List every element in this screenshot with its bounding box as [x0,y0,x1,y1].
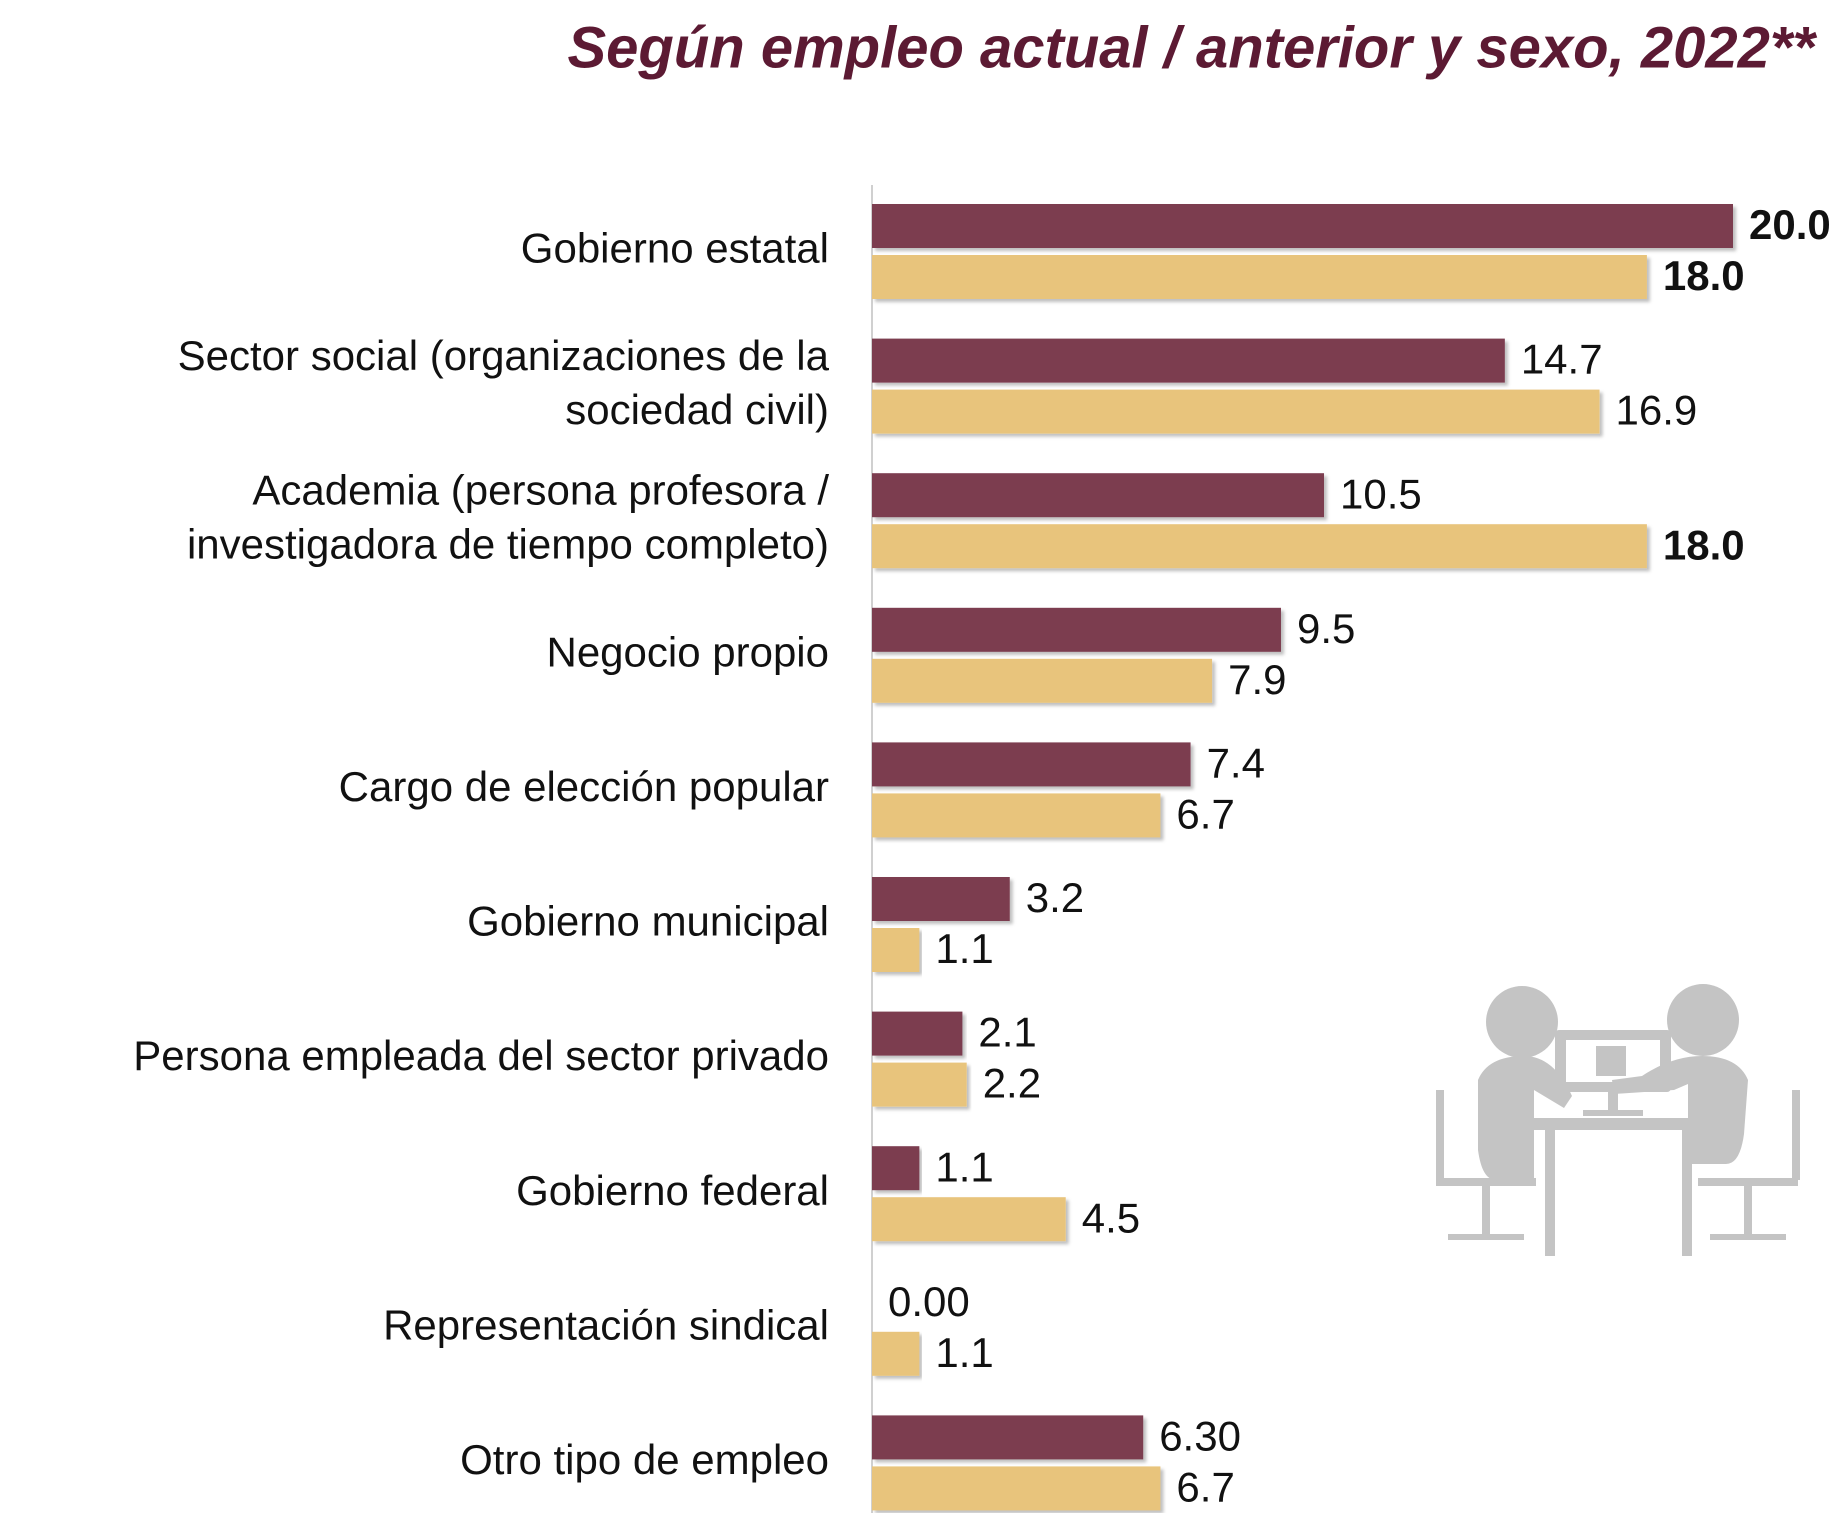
value-label: 16.9 [1616,387,1698,434]
bar [872,1062,967,1107]
bar [872,607,1281,652]
value-label: 20.0 [1749,201,1831,248]
bar [872,1146,920,1191]
value-label: 14.7 [1521,336,1603,383]
category-label: Gobierno estatal [521,225,829,272]
bar [872,742,1191,787]
value-label: 9.5 [1297,605,1355,652]
value-label: 4.5 [1082,1194,1140,1241]
value-label: 18.0 [1663,252,1745,299]
bar [872,1011,963,1056]
bar [872,1415,1144,1460]
value-label: 1.1 [935,925,993,972]
category-label: Otro tipo de empleo [460,1436,829,1483]
value-label: 7.9 [1228,656,1286,703]
chart-title: Según empleo actual / anterior y sexo, 2… [567,15,1817,80]
bar [872,255,1647,299]
value-label: 2.1 [978,1009,1036,1056]
value-label: 7.4 [1207,739,1265,786]
bar [872,204,1733,248]
bar [872,389,1600,434]
value-label: 6.30 [1159,1412,1241,1459]
value-label: 10.5 [1340,470,1422,517]
value-label: 1.1 [935,1329,993,1376]
category-label: Academia (persona profesora / investigado… [187,467,829,568]
value-label: 3.2 [1026,874,1084,921]
bar [872,928,920,972]
bar [872,793,1161,838]
bar [872,473,1325,518]
category-label: Sector social (organizaciones de la socie… [178,332,830,433]
bar [872,1466,1161,1511]
value-label: 2.2 [983,1060,1041,1107]
bar [872,658,1213,703]
value-label: 6.7 [1176,790,1234,837]
category-label: Cargo de elección popular [339,763,829,810]
value-label: 1.1 [935,1143,993,1190]
category-label: Gobierno federal [516,1167,829,1214]
value-label: 18.0 [1663,521,1745,568]
bar [872,877,1010,921]
value-label: 0.00 [888,1278,970,1325]
value-label: 6.7 [1176,1463,1234,1510]
bar [872,338,1505,383]
bar [872,524,1647,569]
category-label: Negocio propio [546,628,829,675]
icon [1436,984,1800,1256]
bar [872,1197,1066,1242]
category-label: Gobierno municipal [467,898,829,945]
category-label: Representación sindical [383,1301,829,1348]
bar [872,1331,920,1376]
category-label: Persona empleada del sector privado [133,1032,829,1079]
